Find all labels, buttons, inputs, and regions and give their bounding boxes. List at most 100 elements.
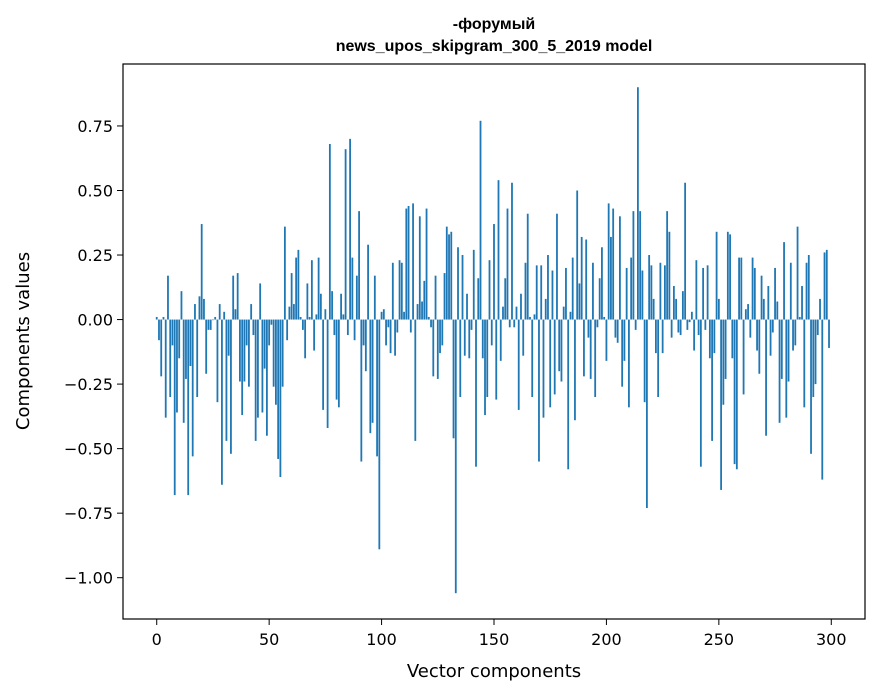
bar <box>416 304 419 320</box>
bar <box>524 262 527 320</box>
bar <box>434 275 437 320</box>
bar <box>814 319 817 385</box>
x-tick-label: 150 <box>479 630 510 649</box>
bar <box>313 319 316 351</box>
bar <box>457 247 459 320</box>
bar <box>214 316 217 320</box>
bar <box>686 319 689 330</box>
bar <box>614 319 617 338</box>
bar <box>203 298 205 320</box>
bar <box>628 319 630 408</box>
bar <box>547 255 549 320</box>
bar <box>400 262 403 320</box>
bar <box>704 319 707 330</box>
bar <box>810 319 812 454</box>
bar <box>486 319 489 397</box>
bar <box>553 319 556 395</box>
bar <box>767 286 770 320</box>
bar <box>589 319 592 379</box>
bar <box>526 213 529 320</box>
bar <box>562 306 565 320</box>
bar <box>209 319 212 330</box>
bar <box>459 319 462 397</box>
bar <box>765 319 767 436</box>
bar <box>789 262 792 320</box>
bar <box>328 144 331 320</box>
y-tick-label: −0.25 <box>64 375 113 394</box>
bar <box>717 298 720 320</box>
bar <box>823 252 826 320</box>
bar <box>821 319 824 480</box>
bar <box>594 319 597 397</box>
bar <box>207 319 210 330</box>
bar <box>405 208 408 320</box>
bar <box>580 236 583 320</box>
bar <box>439 319 441 354</box>
bar <box>387 319 390 328</box>
bar <box>445 226 448 320</box>
bar <box>218 304 221 320</box>
bar <box>758 319 761 374</box>
bar <box>396 319 399 333</box>
bar <box>488 260 491 320</box>
y-tick-label: −1.00 <box>64 569 113 588</box>
bar <box>567 319 570 470</box>
bar <box>490 319 493 346</box>
bar <box>376 319 378 457</box>
bar <box>812 319 815 397</box>
bar <box>538 319 540 462</box>
bar <box>592 262 594 320</box>
bar <box>760 275 763 320</box>
bar <box>432 319 435 377</box>
bar <box>677 319 680 333</box>
bar <box>571 257 574 320</box>
bar <box>270 319 273 325</box>
bar <box>468 319 471 359</box>
bar <box>558 319 561 372</box>
bar <box>234 309 237 320</box>
bar <box>652 298 655 320</box>
bar <box>164 319 167 418</box>
bar <box>414 319 417 441</box>
bar <box>798 316 801 320</box>
bar <box>506 208 509 320</box>
bar <box>301 319 304 330</box>
bar <box>533 314 536 320</box>
bar <box>248 319 250 387</box>
bar <box>418 216 421 320</box>
bar <box>477 278 480 320</box>
bar <box>277 319 280 459</box>
bar <box>436 319 439 379</box>
bar <box>544 298 547 320</box>
bar <box>731 319 734 359</box>
y-tick-label: 0.25 <box>77 246 113 265</box>
bar <box>742 319 745 395</box>
bar <box>346 319 349 336</box>
bar <box>776 301 779 320</box>
bar <box>688 319 691 323</box>
bar <box>612 208 615 320</box>
bar <box>178 319 181 359</box>
x-tick-label: 300 <box>816 630 847 649</box>
bar <box>565 267 567 320</box>
bar <box>668 231 671 320</box>
bar <box>702 267 705 320</box>
bar <box>257 319 259 418</box>
chart-title-line2: news_upos_skipgram_300_5_2019 model <box>336 38 653 55</box>
bar <box>769 319 772 356</box>
bar <box>382 309 385 320</box>
bar <box>756 319 758 351</box>
bar <box>753 267 756 320</box>
bar <box>353 319 356 341</box>
bar <box>290 273 293 320</box>
x-tick-label: 50 <box>259 630 279 649</box>
bar <box>481 319 484 359</box>
bar <box>771 319 774 333</box>
bar <box>657 319 660 397</box>
bar <box>578 283 581 320</box>
bar <box>279 319 282 478</box>
bar <box>659 262 662 320</box>
bar <box>403 311 405 320</box>
bar <box>295 257 298 320</box>
